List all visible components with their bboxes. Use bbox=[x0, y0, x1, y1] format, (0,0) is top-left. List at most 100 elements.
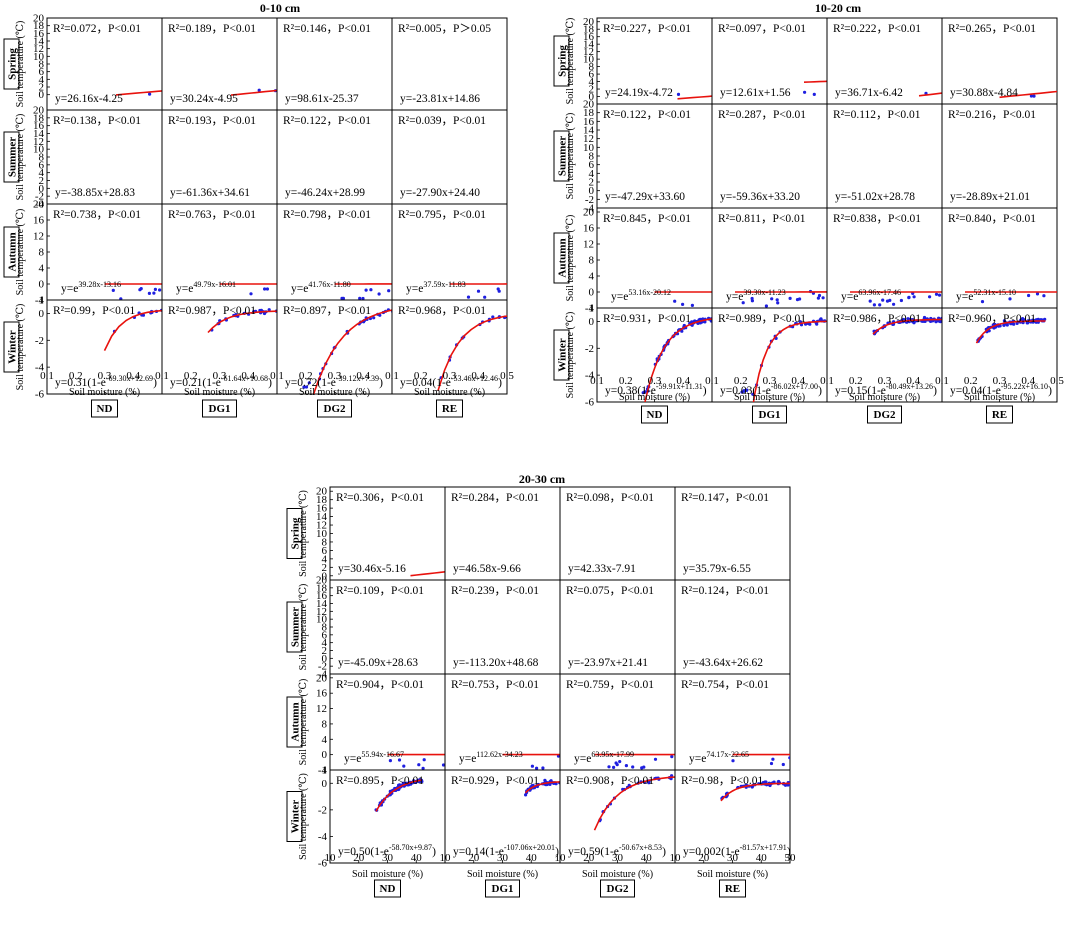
x-tick-label: 0.1 bbox=[590, 375, 604, 387]
data-point bbox=[346, 273, 349, 276]
x-tick-label: 0.2 bbox=[299, 370, 313, 382]
data-point bbox=[244, 90, 247, 93]
data-point bbox=[946, 121, 949, 124]
data-point bbox=[799, 782, 802, 785]
data-point bbox=[432, 56, 435, 59]
data-point bbox=[1043, 127, 1046, 130]
data-point bbox=[739, 530, 742, 533]
data-point bbox=[521, 60, 524, 63]
data-point bbox=[962, 125, 965, 128]
data-point bbox=[910, 93, 913, 96]
data-point bbox=[815, 546, 818, 549]
data-point bbox=[701, 55, 704, 58]
data-point bbox=[693, 42, 696, 45]
data-point bbox=[508, 277, 511, 280]
data-point bbox=[700, 59, 703, 62]
data-point bbox=[577, 604, 580, 607]
data-point bbox=[979, 64, 982, 67]
data-point bbox=[1048, 129, 1051, 132]
data-point bbox=[937, 282, 940, 285]
data-point bbox=[934, 121, 937, 124]
data-point bbox=[1048, 123, 1051, 126]
data-point bbox=[1009, 56, 1012, 59]
data-point bbox=[912, 607, 915, 610]
data-point bbox=[927, 745, 930, 748]
data-point bbox=[701, 64, 704, 67]
r2-annotation: R²=0.738，P<0.01 bbox=[53, 209, 141, 221]
data-point bbox=[537, 260, 540, 263]
fit-equation: y=e74.17x-22.65 bbox=[689, 750, 749, 765]
eq-exponent: -107.06x+20.01 bbox=[504, 843, 555, 852]
data-point bbox=[362, 134, 365, 137]
data-point bbox=[503, 302, 506, 305]
data-point bbox=[689, 48, 692, 51]
data-point bbox=[615, 610, 618, 613]
data-point bbox=[790, 782, 793, 785]
data-point bbox=[803, 728, 806, 731]
data-point bbox=[770, 762, 773, 765]
data-point bbox=[835, 295, 838, 298]
data-point bbox=[649, 755, 652, 758]
x-axis-label: Soil moisture (%) bbox=[619, 392, 690, 403]
data-point bbox=[992, 130, 995, 133]
fit-equation: y=e112.62x-34.23 bbox=[459, 750, 523, 765]
data-point bbox=[945, 124, 948, 127]
eq-exponent: 39.30x-11.23 bbox=[743, 288, 785, 297]
data-point bbox=[811, 782, 814, 785]
data-point bbox=[790, 742, 793, 745]
fit-line bbox=[733, 705, 952, 755]
data-point bbox=[900, 607, 903, 610]
data-point bbox=[848, 755, 851, 758]
data-point bbox=[806, 539, 809, 542]
data-point bbox=[543, 779, 546, 782]
data-point bbox=[494, 88, 497, 91]
data-point bbox=[687, 609, 690, 612]
data-point bbox=[972, 135, 975, 138]
data-point bbox=[908, 51, 911, 54]
data-point bbox=[994, 570, 997, 573]
x-axis-label: Soil moisture (%) bbox=[849, 392, 920, 403]
data-point bbox=[1004, 73, 1007, 76]
data-point bbox=[445, 267, 448, 270]
data-point bbox=[642, 282, 645, 285]
data-point bbox=[935, 120, 938, 123]
data-point bbox=[994, 540, 997, 543]
data-point bbox=[503, 47, 506, 50]
fit-equation: y=e53.16x-20.12 bbox=[611, 288, 671, 303]
data-point bbox=[998, 82, 1001, 85]
data-point bbox=[678, 555, 681, 558]
data-point bbox=[969, 135, 972, 138]
data-point bbox=[950, 278, 953, 281]
data-point bbox=[555, 311, 558, 314]
data-point bbox=[949, 557, 952, 560]
data-point bbox=[693, 39, 696, 42]
fit-equation: y=e63.95x-17.99 bbox=[574, 750, 634, 765]
data-point bbox=[457, 142, 460, 145]
data-point bbox=[684, 127, 687, 130]
data-point bbox=[343, 131, 346, 134]
data-point bbox=[961, 126, 964, 129]
data-point bbox=[986, 549, 989, 552]
data-point bbox=[823, 571, 826, 574]
data-point bbox=[701, 314, 704, 317]
data-point bbox=[881, 299, 884, 302]
data-point bbox=[774, 600, 777, 603]
data-point bbox=[442, 133, 445, 136]
data-point bbox=[374, 309, 377, 312]
data-point bbox=[645, 572, 648, 575]
data-point bbox=[801, 783, 804, 786]
data-point bbox=[532, 129, 535, 132]
data-point bbox=[933, 127, 936, 130]
r2-annotation: R²=0.147，P<0.01 bbox=[681, 492, 769, 504]
data-point bbox=[558, 228, 561, 231]
data-point bbox=[491, 66, 494, 69]
data-point bbox=[617, 285, 620, 288]
data-point bbox=[935, 612, 938, 615]
y-axis-label-text: Soil temperature (℃) bbox=[565, 18, 576, 105]
data-point bbox=[440, 59, 443, 62]
data-point bbox=[1047, 133, 1050, 136]
data-point bbox=[686, 43, 689, 46]
data-point bbox=[294, 59, 297, 62]
data-point bbox=[664, 757, 667, 760]
data-point bbox=[341, 88, 344, 91]
